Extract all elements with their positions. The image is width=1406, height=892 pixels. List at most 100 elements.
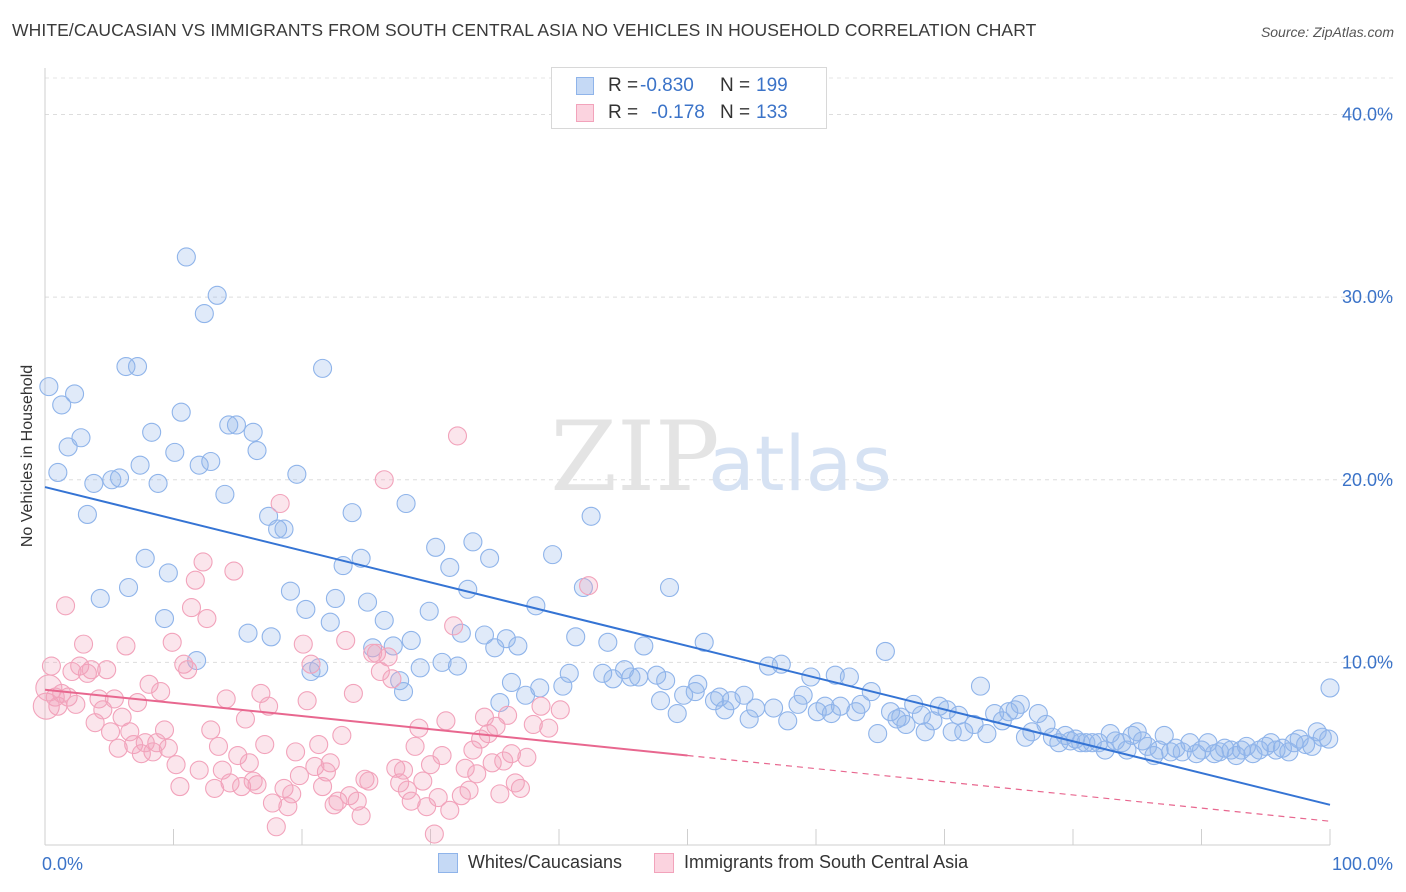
y-tick-label: 30.0% [1342,287,1393,307]
point-whites [148,473,168,493]
point-whites [268,519,288,539]
point-immigrants [490,784,510,804]
watermark-atlas: atlas [708,419,892,508]
point-whites [1005,700,1025,720]
point-immigrants [378,647,398,667]
tick-labels: 10.0% 20.0% 30.0% 40.0% 0.0% 100.0% [42,105,1393,874]
chart-title: WHITE/CAUCASIAN VS IMMIGRANTS FROM SOUTH… [12,20,1037,40]
point-immigrants [301,654,321,674]
point-immigrants [100,722,121,742]
y-tick-label: 20.0% [1342,470,1393,490]
point-whites [432,652,452,672]
point-whites [496,629,516,649]
point-whites [1319,729,1339,749]
point-immigrants [343,683,363,703]
point-whites [508,636,528,656]
legend-row-whites: R = -0.830 N = 199 [576,74,788,98]
point-whites [621,667,641,687]
point-immigrants [174,654,194,674]
y-tick-label: 10.0% [1342,652,1393,672]
point-immigrants [359,771,379,791]
point-immigrants [494,751,514,771]
point-whites [440,557,460,577]
point-immigrants [282,784,302,804]
point-whites [410,658,430,678]
correlation-legend: R = -0.830 N = 199 R = -0.178 N = 133 [551,67,827,129]
point-immigrants [351,806,371,826]
point-whites [634,636,654,656]
data-points [32,247,1340,844]
point-whites [374,610,394,630]
point-whites [911,705,931,725]
trend-line-immigrants [44,688,688,757]
r-label: R = [608,75,639,96]
point-immigrants [151,682,171,702]
point-whites [793,685,813,705]
point-whites [1117,740,1137,760]
point-immigrants [239,753,259,773]
point-whites [243,422,263,442]
point-whites [158,563,178,583]
point-immigrants [297,691,317,711]
point-immigrants [374,470,394,490]
point-whites [851,694,871,714]
legend-label-immigrants: Immigrants from South Central Asia [683,852,969,872]
point-whites [65,384,85,404]
point-immigrants [501,744,522,764]
point-immigrants [498,705,518,725]
x-tick-label: 100.0% [1332,854,1393,874]
point-whites [419,601,439,621]
source-label: Source: ZipAtlas.com [1260,24,1394,40]
point-whites [667,703,687,724]
point-immigrants [393,760,414,780]
point-whites [915,722,935,742]
point-immigrants [52,683,72,703]
point-whites [118,577,139,598]
point-whites [1312,727,1332,747]
point-immigrants [116,636,136,656]
point-immigrants [266,817,286,837]
point-immigrants [201,720,221,740]
point-immigrants [401,791,421,811]
point-whites [39,377,59,397]
point-immigrants [66,694,86,714]
point-whites [868,724,888,744]
point-immigrants [232,777,252,797]
point-immigrants [436,711,456,731]
point-immigrants [97,660,117,680]
point-whites [970,676,991,696]
point-whites [501,672,522,693]
point-whites [116,356,136,377]
point-whites [130,455,150,475]
point-whites [694,632,714,652]
point-whites [261,627,281,647]
point-immigrants [120,722,140,742]
point-whites [1272,738,1293,758]
point-immigrants [309,735,329,755]
point-whites [189,455,209,475]
point-whites [1307,722,1327,742]
point-immigrants [181,598,202,618]
point-whites [165,442,185,462]
point-immigrants [197,609,217,629]
point-immigrants [463,740,483,760]
point-immigrants [143,742,163,762]
point-whites [685,682,705,702]
point-immigrants [531,696,551,716]
point-whites [280,581,300,601]
point-whites [463,532,483,552]
point-immigrants [185,570,205,590]
point-immigrants [205,778,225,798]
r-value: -0.830 [640,75,694,96]
point-immigrants [166,755,186,775]
point-whites [1015,727,1036,747]
point-whites [739,709,759,729]
point-whites [194,304,214,324]
point-immigrants [108,738,128,758]
point-immigrants [278,797,298,817]
trend-lines [44,486,1331,822]
point-whites [721,691,741,711]
point-whites [1236,736,1257,756]
point-whites [84,473,104,493]
point-immigrants [286,742,306,762]
